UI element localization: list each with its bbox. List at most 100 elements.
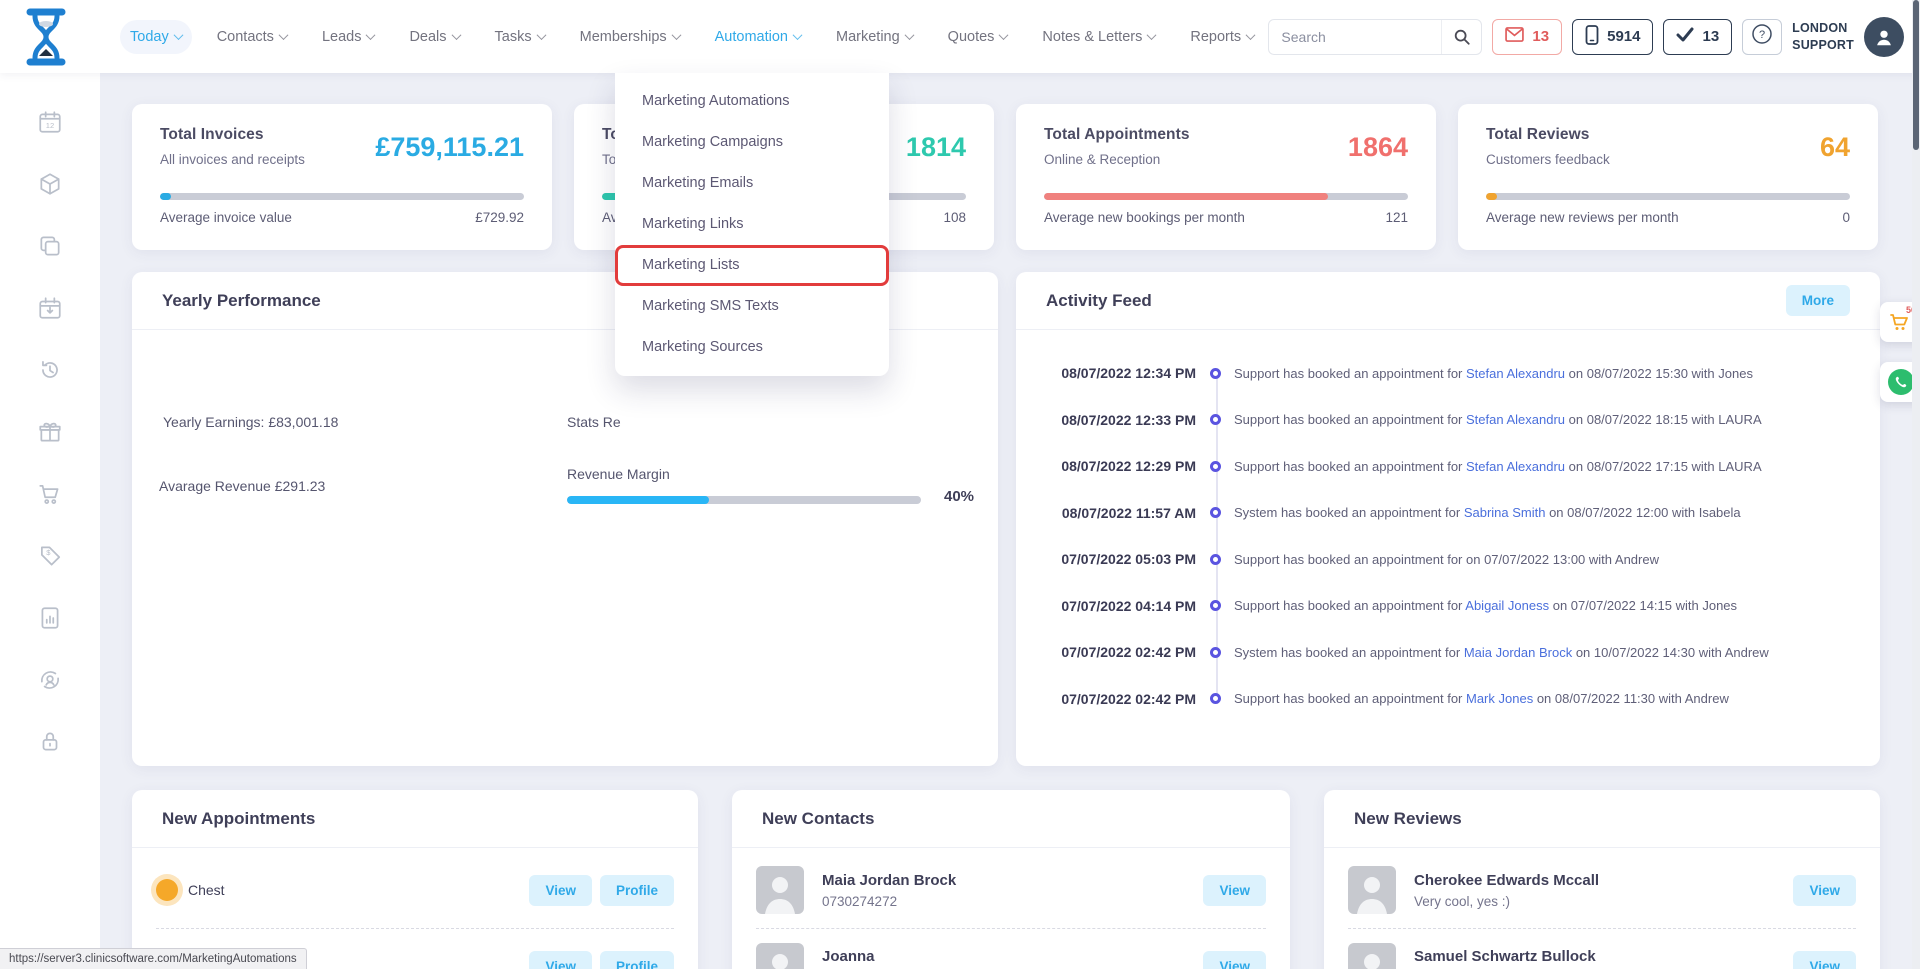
view-button[interactable]: View: [529, 951, 592, 969]
nav-item-reports[interactable]: Reports: [1180, 20, 1264, 54]
page-scrollbar[interactable]: [1912, 0, 1920, 969]
nav-item-deals[interactable]: Deals: [399, 20, 469, 54]
nav-label: Marketing: [836, 29, 900, 45]
stat-footer-label: Average new reviews per month: [1486, 210, 1679, 225]
nav-item-marketing[interactable]: Marketing: [826, 20, 923, 54]
svg-text:12: 12: [46, 121, 54, 130]
sms-notifications-button[interactable]: 5914: [1572, 19, 1653, 55]
activity-text: Support has booked an appointment for St…: [1234, 412, 1762, 427]
nav-item-quotes[interactable]: Quotes: [938, 20, 1018, 54]
activity-text-post: on 07/07/2022 14:15 with Jones: [1549, 598, 1737, 613]
report-icon[interactable]: [37, 605, 63, 631]
nav-item-memberships[interactable]: Memberships: [570, 20, 690, 54]
profile-button[interactable]: Profile: [600, 951, 674, 969]
price-tag-icon[interactable]: $: [37, 543, 63, 569]
revenue-margin-fill: [567, 496, 709, 504]
view-button[interactable]: View: [1793, 875, 1856, 906]
clinicsoftware-logo-icon[interactable]: [24, 8, 68, 66]
stat-value: 1814: [906, 132, 966, 163]
check-icon: [1676, 27, 1694, 46]
nav-item-leads[interactable]: Leads: [312, 20, 385, 54]
stat-value: 64: [1820, 132, 1850, 163]
cart-icon[interactable]: [37, 481, 63, 507]
chevron-down-icon: [1246, 30, 1256, 40]
calendar-import-icon[interactable]: [37, 295, 63, 321]
lock-icon[interactable]: [37, 729, 63, 755]
tasks-notifications-button[interactable]: 13: [1663, 19, 1732, 55]
activity-time: 08/07/2022 12:34 PM: [1046, 365, 1196, 381]
profile-button[interactable]: Profile: [600, 875, 674, 906]
menu-item-marketing-automations[interactable]: Marketing Automations: [615, 81, 889, 122]
activity-text: Support has booked an appointment for St…: [1234, 366, 1753, 381]
stat-footer-label: Average new bookings per month: [1044, 210, 1245, 225]
activity-feed-list: 08/07/2022 12:34 PM Support has booked a…: [1016, 330, 1880, 722]
support-icon[interactable]: [37, 667, 63, 693]
svg-text:?: ?: [1759, 29, 1765, 41]
view-button[interactable]: View: [1203, 875, 1266, 906]
activity-entry: 08/07/2022 12:34 PM Support has booked a…: [1046, 350, 1856, 397]
package-icon[interactable]: [37, 171, 63, 197]
search-icon[interactable]: [1441, 20, 1481, 54]
menu-item-marketing-emails[interactable]: Marketing Emails: [615, 163, 889, 204]
stat-footer-label: Average invoice value: [160, 210, 292, 225]
scrollbar-thumb[interactable]: [1913, 0, 1919, 150]
activity-contact-link[interactable]: Sabrina Smith: [1464, 505, 1546, 520]
chevron-down-icon: [366, 30, 376, 40]
activity-text: System has booked an appointment for Sab…: [1234, 505, 1741, 520]
activity-contact-link[interactable]: Stefan Alexandru: [1466, 412, 1565, 427]
nav-item-tasks[interactable]: Tasks: [485, 20, 555, 54]
chevron-down-icon: [173, 30, 183, 40]
search-input[interactable]: [1269, 29, 1441, 45]
activity-text-pre: System has booked an appointment for: [1234, 645, 1464, 660]
menu-item-marketing-sms-texts[interactable]: Marketing SMS Texts: [615, 286, 889, 327]
menu-item-marketing-sources[interactable]: Marketing Sources: [615, 327, 889, 368]
new-reviews-title: New Reviews: [1354, 809, 1462, 829]
nav-item-automation[interactable]: Automation: [705, 20, 811, 54]
menu-item-marketing-links[interactable]: Marketing Links: [615, 204, 889, 245]
activity-text-pre: Support has booked an appointment for: [1234, 412, 1466, 427]
activity-text-pre: Support has booked an appointment for: [1234, 552, 1462, 567]
new-contacts-title: New Contacts: [762, 809, 874, 829]
activity-time: 07/07/2022 05:03 PM: [1046, 551, 1196, 567]
activity-text: Support has booked an appointment for on…: [1234, 552, 1659, 567]
activity-text-pre: Support has booked an appointment for: [1234, 691, 1466, 706]
activity-contact-link[interactable]: Stefan Alexandru: [1466, 459, 1565, 474]
timeline-dot-icon: [1210, 554, 1221, 565]
calendar-icon[interactable]: 12: [37, 109, 63, 135]
gift-icon[interactable]: [37, 419, 63, 445]
menu-item-marketing-campaigns[interactable]: Marketing Campaigns: [615, 122, 889, 163]
appointment-row: Chest View Profile: [156, 852, 674, 928]
activity-feed-title: Activity Feed: [1046, 291, 1152, 311]
avatar: [1348, 866, 1396, 914]
nav-item-notes-letters[interactable]: Notes & Letters: [1032, 20, 1165, 54]
contact-row: Joanna 07858587777 View: [756, 928, 1266, 969]
tasks-count: 13: [1702, 28, 1719, 45]
mail-notifications-button[interactable]: 13: [1492, 19, 1562, 55]
stat-card-total-appointments: Total Appointments Online & Reception 18…: [1016, 104, 1436, 250]
new-appointments-card: New Appointments Chest View Profile Boto…: [132, 790, 698, 969]
user-avatar[interactable]: [1864, 17, 1904, 57]
location-line2: SUPPORT: [1792, 37, 1854, 54]
view-button[interactable]: View: [529, 875, 592, 906]
activity-contact-link[interactable]: Abigail Joness: [1465, 598, 1549, 613]
chevron-down-icon: [904, 30, 914, 40]
activity-contact-link[interactable]: Maia Jordan Brock: [1464, 645, 1572, 660]
more-button[interactable]: More: [1786, 285, 1850, 316]
dashboard-page: Today Contacts Leads Deals Tasks Members…: [0, 0, 1920, 969]
view-button[interactable]: View: [1203, 951, 1266, 969]
nav-label: Today: [130, 29, 169, 45]
activity-text-post: on 07/07/2022 13:00 with Andrew: [1462, 552, 1659, 567]
nav-item-today[interactable]: Today: [120, 20, 192, 54]
copy-icon[interactable]: [37, 233, 63, 259]
history-icon[interactable]: [37, 357, 63, 383]
menu-item-marketing-lists[interactable]: Marketing Lists: [615, 245, 889, 286]
mobile-phone-icon: [1585, 25, 1599, 49]
nav-label: Reports: [1190, 29, 1241, 45]
help-button[interactable]: ?: [1742, 19, 1782, 55]
view-button[interactable]: View: [1793, 951, 1856, 969]
nav-item-contacts[interactable]: Contacts: [207, 20, 297, 54]
nav-label: Notes & Letters: [1042, 29, 1142, 45]
activity-time: 08/07/2022 12:29 PM: [1046, 458, 1196, 474]
activity-contact-link[interactable]: Stefan Alexandru: [1466, 366, 1565, 381]
activity-contact-link[interactable]: Mark Jones: [1466, 691, 1533, 706]
